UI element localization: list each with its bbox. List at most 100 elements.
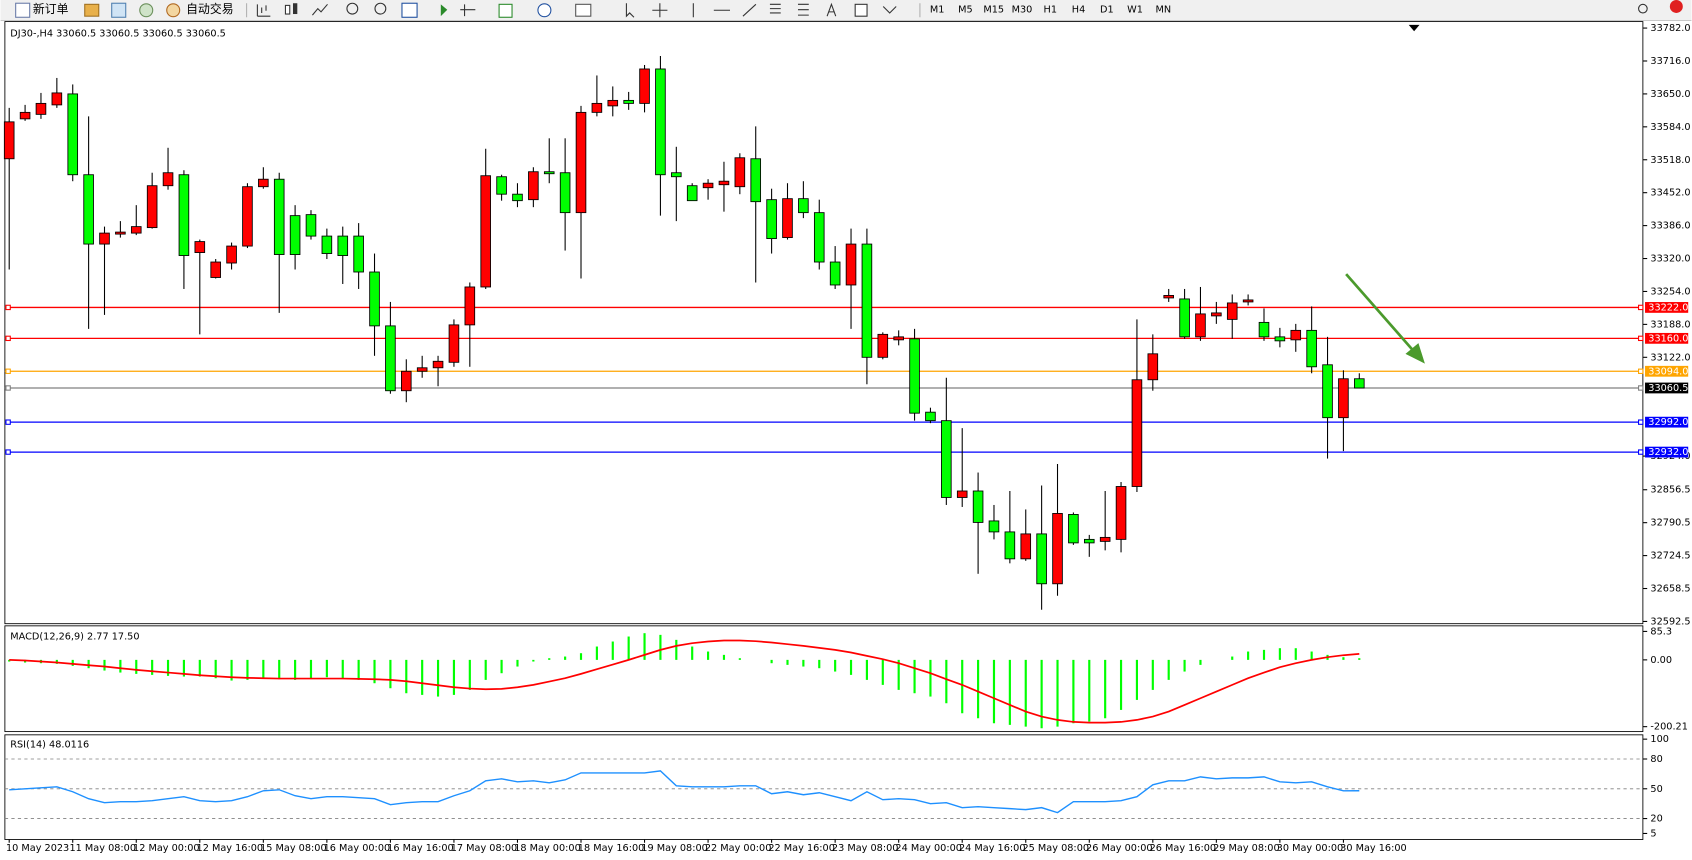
x-tick-label: 26 May 16:00 <box>1150 843 1217 854</box>
candle-body <box>591 102 603 113</box>
chart-shift-marker <box>1408 24 1420 32</box>
candle-body <box>1131 379 1143 487</box>
y-tick-label: 50 <box>1650 784 1662 795</box>
x-tick-label: 12 May 00:00 <box>133 843 200 854</box>
chart-shift-button[interactable] <box>460 4 476 17</box>
channel-button[interactable] <box>769 3 781 14</box>
timeframe-button[interactable]: M30 <box>1012 5 1033 16</box>
toolbar-icon[interactable] <box>84 3 100 17</box>
candle-body <box>988 520 1000 533</box>
candle-body <box>35 102 47 115</box>
candle-chart-button[interactable] <box>284 4 291 15</box>
candle-body <box>210 261 221 278</box>
candle-body <box>671 172 682 178</box>
tile-windows-button[interactable] <box>401 2 418 18</box>
zoom-in-button[interactable] <box>346 2 359 15</box>
new-order-icon[interactable] <box>15 2 31 18</box>
timeframe-button[interactable]: W1 <box>1127 5 1143 16</box>
indicators-button[interactable] <box>498 3 513 18</box>
y-tick-label: 33122.0 <box>1650 352 1690 363</box>
candle-body <box>115 231 126 235</box>
x-tick-label: 11 May 08:00 <box>69 843 136 854</box>
candle-body <box>273 178 285 255</box>
timeframe-button[interactable]: M15 <box>983 5 1004 16</box>
candle-body <box>798 198 809 214</box>
auto-trading-icon[interactable] <box>166 3 181 18</box>
notification-badge[interactable] <box>1669 0 1683 13</box>
line-chart-button[interactable] <box>311 3 328 16</box>
candle-body <box>385 325 396 392</box>
label-button[interactable] <box>854 3 868 17</box>
level-handle <box>5 449 11 455</box>
candle-body <box>1306 329 1317 368</box>
fibonacci-button[interactable] <box>797 3 809 16</box>
timeframe-button[interactable]: H4 <box>1072 5 1085 16</box>
timeframe-button[interactable]: H1 <box>1044 5 1057 16</box>
x-tick-label: 18 May 00:00 <box>514 843 581 854</box>
candle-body <box>305 214 317 237</box>
candle-body <box>1195 313 1206 338</box>
y-tick-label: 32658.5 <box>1650 584 1690 595</box>
candle-body <box>845 243 857 286</box>
x-tick-label: 30 May 00:00 <box>1277 843 1344 854</box>
candle-body <box>686 185 698 202</box>
timeframe-button[interactable]: MN <box>1156 5 1172 16</box>
candle-body <box>941 420 952 498</box>
level-handle <box>5 304 11 311</box>
level-label-background <box>1645 446 1689 458</box>
candle-body <box>1052 513 1063 585</box>
candle-body <box>956 490 968 498</box>
candle-chart-button-part <box>292 3 298 15</box>
timeframe-button[interactable]: M5 <box>958 5 973 16</box>
cursor-button[interactable] <box>625 3 635 18</box>
rsi-panel <box>4 734 1644 840</box>
candle-body <box>1242 299 1254 303</box>
text-button[interactable] <box>826 2 837 17</box>
zoom-out-button[interactable] <box>374 2 387 15</box>
candle-body <box>702 182 714 189</box>
y-tick-label: 80 <box>1650 754 1662 765</box>
periods-button[interactable] <box>537 3 552 18</box>
candle-body <box>242 186 253 247</box>
templates-button[interactable] <box>575 3 592 17</box>
candle-body <box>877 333 889 358</box>
level-handle <box>1638 419 1644 425</box>
toolbar-icon[interactable] <box>139 3 154 18</box>
candle-body <box>19 111 31 120</box>
autoscroll-button[interactable] <box>440 4 448 17</box>
candle-body <box>416 367 428 372</box>
y-tick-label: 33650.0 <box>1650 89 1690 100</box>
y-tick-label: 33518.0 <box>1650 155 1690 166</box>
x-tick-label: 30 May 16:00 <box>1340 843 1407 854</box>
candle-body <box>512 193 523 202</box>
level-handle <box>1638 335 1644 342</box>
candle-body <box>130 226 142 234</box>
candle-body <box>655 68 666 176</box>
search-button[interactable] <box>1638 3 1648 14</box>
timeframe-button[interactable]: D1 <box>1100 5 1114 16</box>
level-handle <box>1638 449 1644 455</box>
trendline-button[interactable] <box>742 3 757 17</box>
x-tick-label: 26 May 00:00 <box>1086 843 1153 854</box>
candle-body <box>226 245 237 264</box>
level-handle <box>1638 368 1644 374</box>
level-label: 33222.0 <box>1648 302 1688 313</box>
toolbar-icon[interactable] <box>111 2 127 18</box>
candle-body <box>1004 531 1016 560</box>
candle-body <box>99 232 110 245</box>
arrows-button[interactable] <box>882 6 897 14</box>
crosshair-button[interactable] <box>652 3 668 18</box>
level-label-background <box>1645 302 1689 313</box>
bar-chart-button[interactable] <box>256 4 271 17</box>
timeframe-button[interactable]: M1 <box>930 5 945 16</box>
candle-body <box>1163 295 1174 299</box>
candle-body <box>861 243 873 358</box>
candle-body <box>1083 538 1095 544</box>
level-handle <box>5 385 11 391</box>
new-order-button[interactable]: 新订单 <box>33 2 69 16</box>
candle-body <box>1147 353 1159 381</box>
candle-body <box>480 175 491 288</box>
y-tick-label: 33584.0 <box>1650 122 1690 133</box>
auto-trading-button[interactable]: 自动交易 <box>186 2 233 16</box>
